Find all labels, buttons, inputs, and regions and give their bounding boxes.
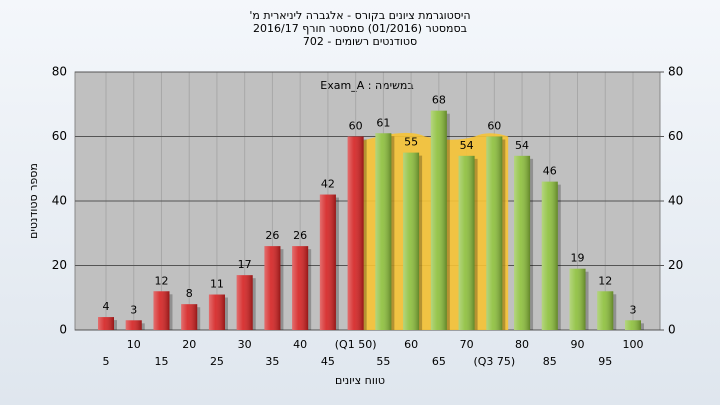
bar-gloss	[597, 291, 614, 330]
value-label: 54	[460, 139, 474, 152]
y-tick-label: 80	[52, 65, 67, 79]
x-tick-label: 100	[623, 338, 644, 351]
y2-tick-label: 20	[668, 258, 683, 272]
value-label: 8	[186, 287, 193, 300]
bar-gloss	[98, 317, 114, 330]
value-label: 42	[321, 178, 335, 191]
x-tick-label: 25	[210, 355, 224, 368]
x-tick-label: 45	[321, 355, 335, 368]
value-label: 60	[349, 120, 363, 133]
x-tick-label: 70	[460, 338, 474, 351]
value-label: 19	[571, 252, 585, 265]
bar-gloss	[181, 304, 198, 330]
value-label: 26	[293, 229, 307, 242]
title: סטודנטים רשומים - 702	[303, 35, 417, 48]
annotation: במשימה : Exam_A	[320, 79, 413, 92]
bar-gloss	[541, 181, 558, 330]
bar-gloss	[403, 152, 420, 330]
x-tick-label: 55	[376, 355, 390, 368]
value-label: 68	[432, 94, 446, 107]
bar-gloss	[347, 136, 364, 330]
x-tick-label: 15	[154, 355, 168, 368]
bar-gloss	[458, 155, 475, 330]
bar-gloss	[264, 246, 281, 330]
y2-tick-label: 80	[668, 65, 683, 79]
title: היסטוגרמת ציונים בקורס - אלגברה ליניארית…	[249, 9, 470, 22]
x-tick-label: 20	[182, 338, 196, 351]
y2-tick-label: 40	[668, 194, 683, 208]
bar-gloss	[486, 136, 503, 330]
x-tick-label: 90	[571, 338, 585, 351]
bar-gloss	[125, 320, 142, 330]
bar-gloss	[430, 110, 447, 330]
value-label: 12	[598, 274, 612, 287]
title: בסמסטר (01/2016) סמסטר חורף 2016/17	[253, 22, 467, 35]
value-label: 3	[630, 303, 637, 316]
value-label: 3	[130, 303, 137, 316]
y2-tick-label: 0	[668, 323, 676, 337]
x-axis-label: טווח ציונים	[335, 374, 385, 387]
x-tick-label: 60	[404, 338, 418, 351]
bar-gloss	[319, 194, 336, 330]
value-label: 17	[238, 258, 252, 271]
bar-gloss	[625, 320, 641, 330]
x-tick-label: (Q1 50)	[335, 338, 377, 351]
x-tick-label: 85	[543, 355, 557, 368]
value-label: 55	[404, 136, 418, 149]
x-tick-label: 5	[103, 355, 110, 368]
x-tick-label: 95	[598, 355, 612, 368]
x-tick-label: (Q3 75)	[473, 355, 515, 368]
bar-gloss	[569, 268, 586, 330]
value-label: 11	[210, 278, 224, 291]
value-label: 26	[265, 229, 279, 242]
value-label: 12	[154, 274, 168, 287]
bar-gloss	[514, 155, 531, 330]
value-label: 60	[487, 120, 501, 133]
y2-tick-label: 60	[668, 129, 683, 143]
x-tick-label: 40	[293, 338, 307, 351]
value-label: 4	[103, 300, 110, 313]
y-tick-label: 20	[52, 258, 67, 272]
value-label: 54	[515, 139, 529, 152]
value-label: 61	[376, 116, 390, 129]
y-tick-label: 40	[52, 194, 67, 208]
value-label: 46	[543, 165, 557, 178]
bar-gloss	[208, 294, 225, 330]
bar-gloss	[375, 133, 392, 330]
y-axis-label: מספר סטודנטים	[27, 163, 40, 239]
x-tick-label: 65	[432, 355, 446, 368]
y-tick-label: 60	[52, 129, 67, 143]
bar-gloss	[153, 291, 170, 330]
bar-gloss	[292, 246, 309, 330]
x-tick-label: 30	[238, 338, 252, 351]
x-tick-label: 80	[515, 338, 529, 351]
bar-gloss	[236, 275, 253, 330]
y-tick-label: 0	[59, 323, 67, 337]
x-tick-label: 35	[265, 355, 279, 368]
x-tick-label: 10	[127, 338, 141, 351]
